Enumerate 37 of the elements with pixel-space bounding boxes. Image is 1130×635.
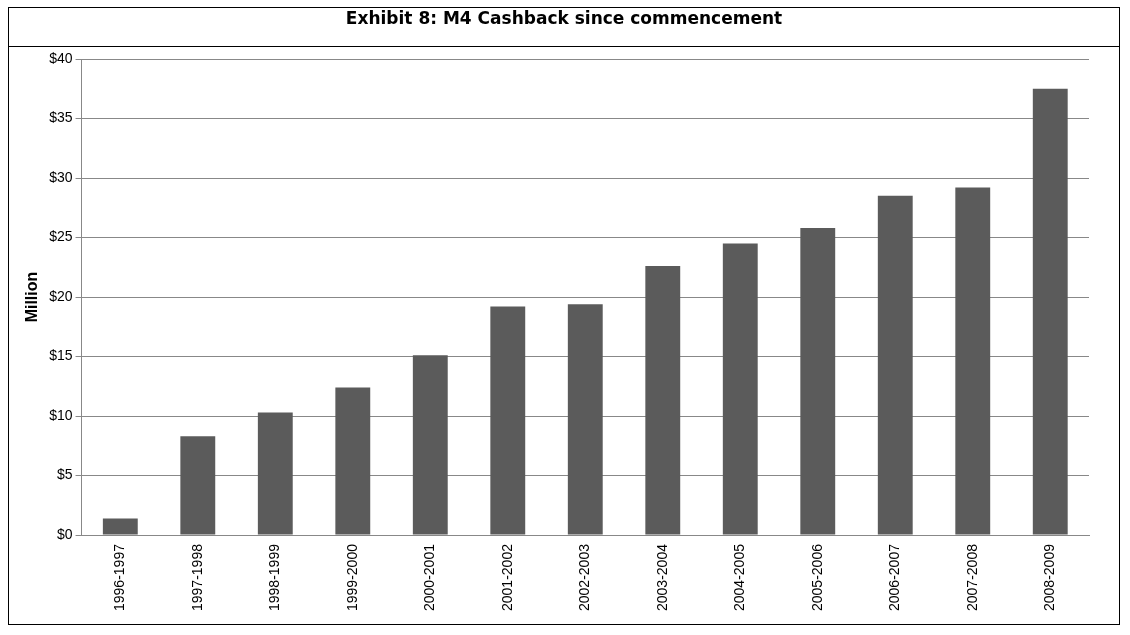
x-tick-label: 2002-2003 (576, 543, 593, 611)
bar (412, 355, 448, 535)
bar (1032, 88, 1068, 535)
x-tick-label: 2008-2009 (1041, 543, 1058, 611)
bar (955, 187, 991, 535)
bar (102, 518, 138, 535)
y-tick-label: $15 (49, 347, 73, 364)
y-tick-label: $10 (49, 406, 73, 423)
x-tick-label: 1998-1999 (266, 543, 283, 611)
x-tick-label: 2007-2008 (963, 543, 980, 611)
x-tick-label: 2000-2001 (421, 543, 438, 611)
y-tick-label: $0 (56, 525, 73, 542)
y-tick-label: $35 (49, 109, 73, 126)
x-tick-label: 2006-2007 (886, 543, 903, 611)
y-tick-label: $30 (49, 168, 73, 185)
bar (645, 266, 681, 535)
y-tick-label: $40 (49, 49, 73, 66)
x-tick-label: 2004-2005 (731, 543, 748, 611)
x-tick-label: 2003-2004 (653, 543, 670, 611)
x-tick-label: 2005-2006 (808, 543, 825, 611)
bar (335, 387, 371, 535)
y-tick-label: $25 (49, 228, 73, 245)
bar (800, 228, 836, 535)
chart-title: Exhibit 8: M4 Cashback since commencement (9, 8, 1119, 47)
bar (490, 306, 526, 535)
y-tick-label: $5 (56, 466, 73, 483)
bar (722, 243, 758, 535)
bar (257, 412, 293, 535)
y-axis-title: Million (23, 271, 41, 323)
bar (180, 436, 216, 535)
bar (567, 304, 603, 535)
bar (877, 195, 913, 535)
x-tick-label: 1996-1997 (111, 543, 128, 611)
x-tick-label: 2001-2002 (498, 543, 515, 611)
x-tick-label: 1999-2000 (343, 543, 360, 611)
y-tick-label: $20 (49, 287, 73, 304)
x-tick-label: 1997-1998 (188, 543, 205, 611)
